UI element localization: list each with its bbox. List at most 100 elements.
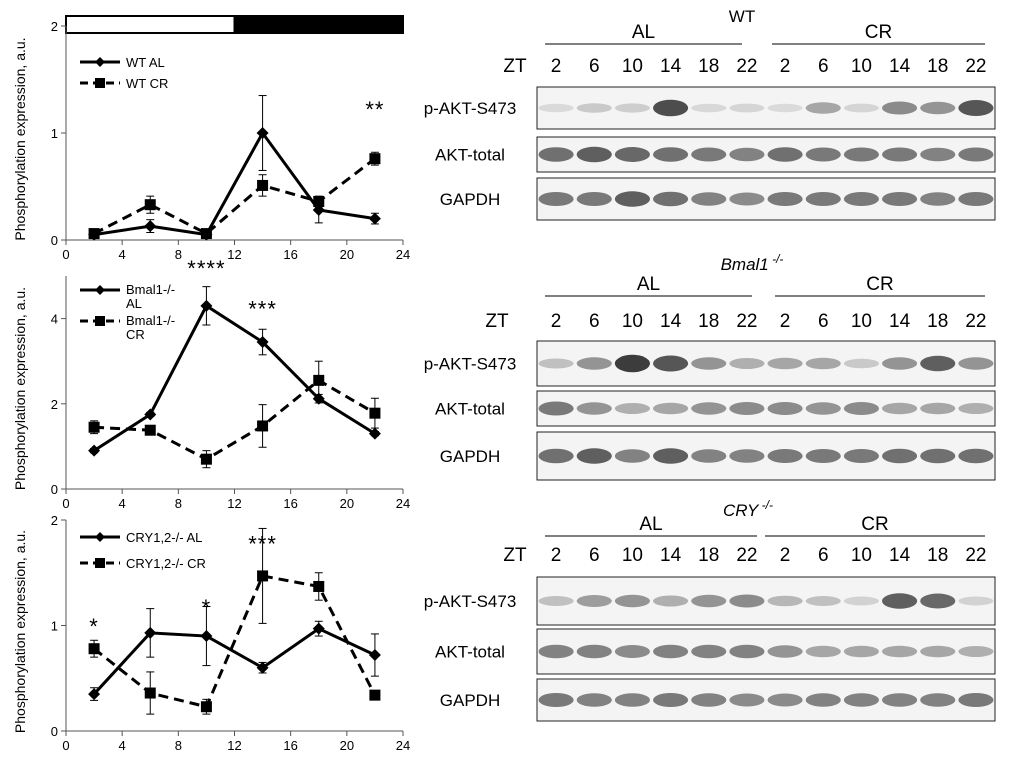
- blot-band: [614, 191, 650, 207]
- data-point-diamond: [256, 127, 269, 139]
- zt-value: 2: [551, 311, 562, 332]
- blot-band: [767, 192, 803, 206]
- blot-band: [805, 693, 841, 707]
- blot-membrane: [536, 678, 996, 722]
- blot-band: [805, 402, 841, 415]
- zt-value: 10: [622, 545, 643, 566]
- blot-band: [882, 448, 918, 464]
- blot-band: [843, 103, 879, 113]
- blot-band: [843, 449, 879, 463]
- blot-band: [729, 147, 765, 162]
- blot-band: [538, 596, 574, 606]
- blot-band: [729, 192, 765, 206]
- zt-value: 2: [780, 56, 791, 77]
- blot-band: [729, 402, 765, 415]
- y-tick-label: 1: [51, 619, 58, 634]
- blot-band: [653, 693, 689, 707]
- blot-band: [958, 646, 994, 657]
- series-cr: Bmal1-/-CR: [80, 313, 381, 469]
- blot-band: [691, 594, 727, 608]
- zt-value: 18: [927, 56, 948, 77]
- blot-band: [729, 449, 765, 463]
- blot-row-label: GAPDH: [440, 190, 500, 209]
- blot-row-label: AKT-total: [435, 643, 505, 662]
- blot-band: [729, 103, 765, 113]
- blot-membrane: [536, 431, 996, 481]
- x-tick-label: 0: [62, 738, 69, 753]
- blot-band: [691, 192, 727, 206]
- blot-band: [882, 693, 918, 707]
- blot-band: [958, 357, 994, 370]
- group-label-cr: CR: [866, 274, 893, 295]
- blot-band: [653, 99, 689, 117]
- blot-band: [729, 358, 765, 369]
- light-phase-bar: [65, 15, 236, 34]
- y-tick-label: 4: [51, 312, 58, 327]
- blot-band: [882, 192, 918, 206]
- blot-band: [805, 192, 841, 206]
- group-label-cr: CR: [865, 22, 892, 43]
- blot-band: [767, 449, 803, 463]
- x-tick-label: 20: [340, 247, 354, 262]
- y-tick-label: 2: [51, 397, 58, 412]
- blot-band: [614, 147, 650, 162]
- x-tick-label: 4: [119, 247, 126, 262]
- blot-row-label: AKT-total: [435, 400, 505, 419]
- data-point-square: [88, 643, 100, 655]
- legend-label: Bmal1-/-: [126, 282, 175, 297]
- data-point-diamond: [88, 444, 101, 457]
- blot-band: [882, 593, 918, 609]
- blot-band: [538, 644, 574, 659]
- zt-value: 18: [698, 311, 719, 332]
- zt-value: 22: [965, 545, 986, 566]
- data-point-square: [313, 195, 325, 207]
- data-point-diamond: [368, 427, 381, 440]
- zt-value: 22: [965, 311, 986, 332]
- blot-band: [614, 403, 650, 414]
- x-tick-label: 20: [340, 738, 354, 753]
- blot-band: [576, 644, 612, 659]
- zt-value: 10: [622, 311, 643, 332]
- blot-band: [729, 644, 765, 659]
- blot-row-label: p-AKT-S473: [424, 355, 517, 374]
- series-line: [93, 157, 376, 236]
- blot-band: [538, 401, 574, 416]
- blot-band: [653, 147, 689, 162]
- data-point-diamond: [144, 408, 157, 421]
- blot-band: [691, 357, 727, 370]
- blot-membrane: [536, 136, 996, 173]
- blot-band: [882, 101, 918, 115]
- zt-value: 6: [818, 545, 829, 566]
- zt-value: 14: [889, 56, 911, 77]
- blot-band: [843, 192, 879, 206]
- y-tick-label: 2: [51, 513, 58, 528]
- data-point-square: [369, 153, 381, 165]
- series-cr: CRY1,2-/- CR: [80, 527, 381, 715]
- significance-marker: **: [365, 97, 384, 122]
- blot-band: [538, 693, 574, 707]
- x-tick-label: 24: [396, 496, 410, 511]
- x-tick-label: 8: [175, 738, 182, 753]
- data-point-square: [144, 199, 156, 211]
- data-point-square: [200, 701, 212, 713]
- blot-band: [767, 147, 803, 162]
- genotype-label: WT: [729, 7, 755, 26]
- data-point-square: [144, 687, 156, 699]
- blot-band: [576, 448, 612, 464]
- blot-band: [576, 595, 612, 607]
- blot-row-label: AKT-total: [435, 146, 505, 165]
- zt-value: 22: [736, 311, 757, 332]
- x-tick-label: 8: [175, 496, 182, 511]
- legend-marker-diamond: [95, 532, 105, 542]
- x-tick-label: 24: [396, 247, 410, 262]
- blot-band: [691, 449, 727, 463]
- blot-band: [576, 693, 612, 707]
- zt-value: 2: [780, 545, 791, 566]
- legend-marker-square: [95, 78, 105, 88]
- zt-value: 10: [851, 56, 872, 77]
- blot-band: [958, 693, 994, 707]
- blot-band: [805, 147, 841, 162]
